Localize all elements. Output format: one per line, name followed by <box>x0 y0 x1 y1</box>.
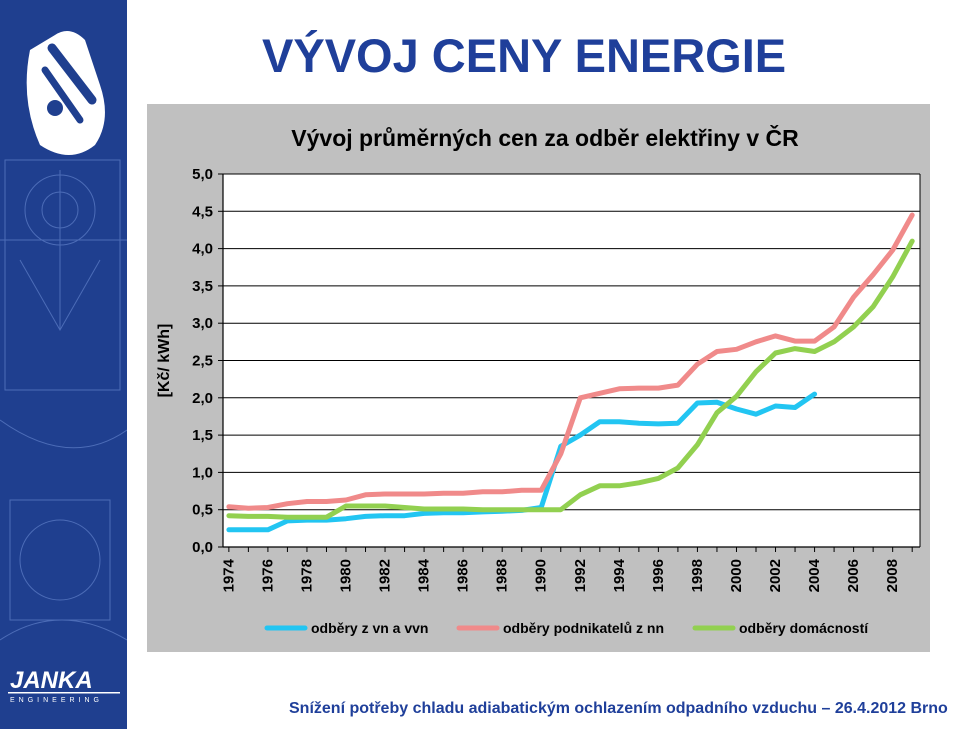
x-axis-ticks: 1974 1976 1978 1980 1982 1984 1986 1988 1990 1992… <box>220 547 933 592</box>
y-tick-label: 1,5 <box>192 427 213 444</box>
x-tick-label: 1998 <box>689 559 706 592</box>
x-tick-label: 1994 <box>611 558 628 592</box>
y-tick-label: 2,0 <box>192 390 213 407</box>
y-tick-label: 0,0 <box>192 539 213 556</box>
y-axis-label: [Kč/ kWh] <box>156 324 173 398</box>
sidebar-panel: JANKA ENGINEERING <box>0 0 127 729</box>
y-tick-label: 3,5 <box>192 278 213 295</box>
y-tick-label: 0,5 <box>192 502 213 519</box>
x-tick-label: 2008 <box>884 559 901 592</box>
x-tick-label: 2006 <box>845 559 862 592</box>
series-line-2 <box>226 212 915 511</box>
footer-caption: Snížení potřeby chladu adiabatickým ochl… <box>289 700 948 717</box>
chart-panel: Vývoj průměrných cen za odběr elektřiny … <box>147 104 933 652</box>
x-tick-label: 1992 <box>572 559 589 592</box>
chart-title: Vývoj průměrných cen za odběr elektřiny … <box>291 124 799 151</box>
series-lines <box>226 212 915 533</box>
logo-text: JANKA <box>10 667 93 694</box>
logo-subtext: ENGINEERING <box>10 697 103 704</box>
x-tick-label: 1988 <box>494 559 511 592</box>
y-tick-label: 2,5 <box>192 353 213 370</box>
x-tick-label: 1980 <box>338 559 355 592</box>
legend-label: odběry domácností <box>739 620 869 636</box>
series-line-3 <box>226 238 915 520</box>
y-tick-label: 4,0 <box>192 241 213 258</box>
x-tick-label: 1982 <box>377 559 394 592</box>
x-tick-label: 1986 <box>455 559 472 592</box>
y-tick-label: 1,0 <box>192 464 213 481</box>
blueprint-drawing <box>0 159 127 641</box>
x-tick-label: 1984 <box>416 558 433 592</box>
y-tick-label: 4,5 <box>192 203 213 220</box>
janka-engineering-logo: JANKA ENGINEERING <box>8 667 120 704</box>
y-axis-ticks: 0,0 0,5 1,0 1,5 2,0 2,5 3,0 3,5 4,0 4,5 5,0 <box>192 166 223 556</box>
y-tick-label: 3,0 <box>192 315 213 332</box>
x-tick-label: 2002 <box>767 559 784 592</box>
x-tick-label: 1978 <box>298 559 315 592</box>
chart-legend: odběry z vn a vvn odběry podnikatelů z nn… <box>264 620 869 636</box>
legend-label: odběry podnikatelů z nn <box>503 620 664 636</box>
price-chart: Vývoj průměrných cen za odběr elektřiny … <box>156 124 933 636</box>
x-tick-label: 1990 <box>533 559 550 592</box>
x-tick-label: 2004 <box>806 558 823 592</box>
x-tick-label: 1974 <box>220 558 237 592</box>
page-title: VÝVOJ CENY ENERGIE <box>262 29 787 82</box>
legend-label: odběry z vn a vvn <box>311 620 428 636</box>
x-tick-label: 1976 <box>259 559 276 592</box>
x-tick-label: 1996 <box>650 559 667 592</box>
x-tick-label: 2000 <box>728 559 745 592</box>
hand-logo-icon <box>26 31 105 155</box>
y-tick-label: 5,0 <box>192 166 213 183</box>
